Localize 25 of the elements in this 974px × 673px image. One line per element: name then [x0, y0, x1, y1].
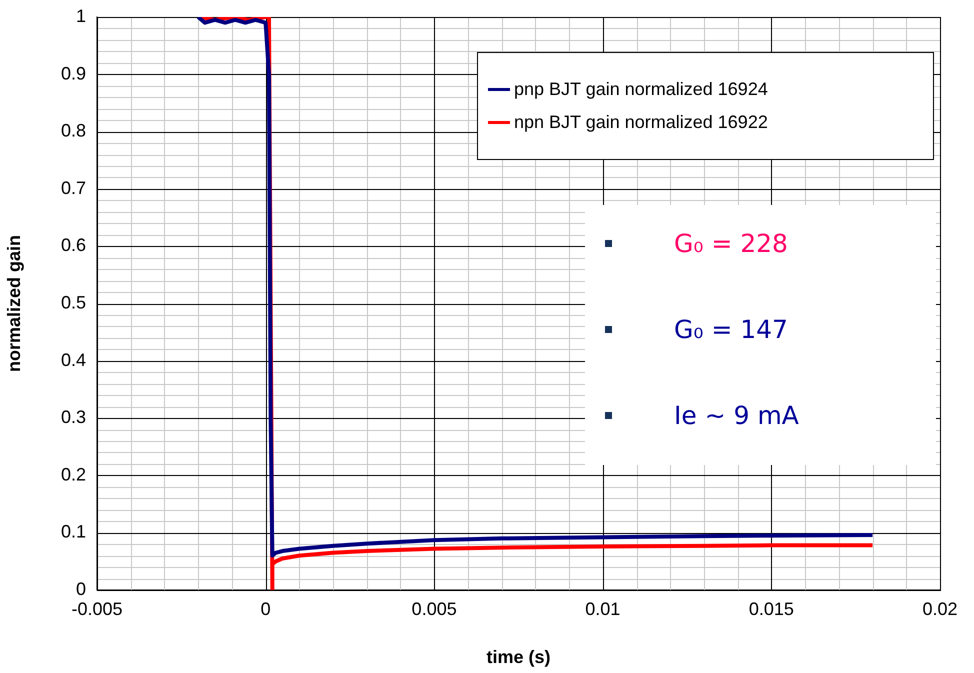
annotation: G₀ = 228: [674, 228, 788, 258]
y-tick-label: 0.2: [60, 464, 86, 484]
y-tick-label: 0.3: [60, 407, 86, 428]
y-tick-label: 0.9: [60, 63, 86, 84]
x-tick-label: 0: [260, 598, 271, 619]
y-tick-label: 0.4: [60, 350, 86, 370]
y-tick-label: 0.5: [60, 292, 86, 312]
y-tick-label: 0.8: [60, 120, 86, 141]
y-tick-label: 0.7: [60, 178, 86, 198]
y-tick-label: 0.6: [60, 235, 86, 256]
x-axis-title: time (s): [486, 647, 551, 668]
annotation: G₀ = 147: [674, 314, 788, 344]
x-tick-label: 0.015: [748, 598, 794, 619]
y-axis-title: normalized gain: [4, 234, 24, 372]
legend-label: npn BJT gain normalized 16922: [514, 112, 768, 133]
x-tick-label: 0.01: [585, 598, 620, 619]
note-panel: G₀ = 228 G₀ = 147 Ie ~ 9 mA: [585, 205, 936, 465]
x-tick-label: -0.005: [71, 598, 123, 619]
y-tick-label: 1: [76, 6, 86, 26]
annotation: Ie ~ 9 mA: [674, 400, 799, 430]
x-tick-label: 0.02: [922, 598, 958, 619]
x-tick-label: 0.005: [412, 598, 457, 619]
y-tick-label: 0.1: [60, 522, 86, 542]
legend-label: pnp BJT gain normalized 16924: [514, 79, 768, 100]
y-tick-label: 0: [76, 578, 86, 599]
